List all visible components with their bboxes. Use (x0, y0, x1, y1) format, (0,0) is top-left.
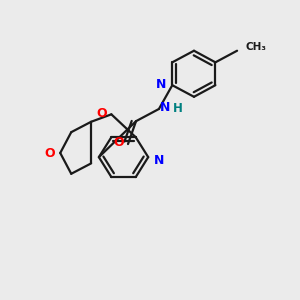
Text: CH₃: CH₃ (246, 43, 267, 52)
Text: N: N (160, 101, 171, 114)
Text: N: N (154, 154, 165, 166)
Text: N: N (156, 78, 166, 91)
Text: O: O (44, 147, 55, 161)
Text: O: O (97, 106, 107, 120)
Text: H: H (172, 103, 182, 116)
Text: O: O (113, 136, 124, 149)
